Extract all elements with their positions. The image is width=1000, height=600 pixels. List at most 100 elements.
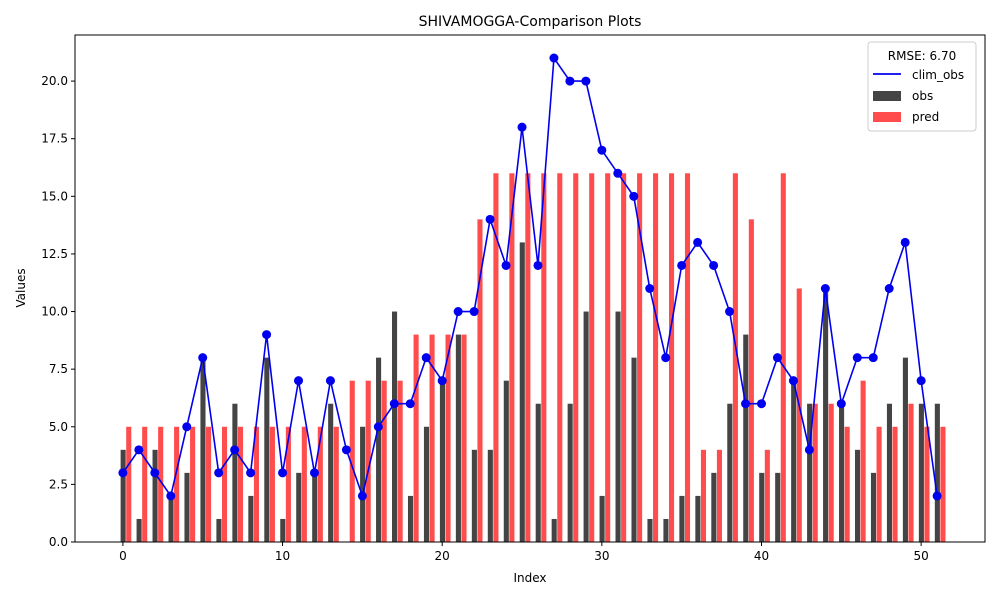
clim-obs-point-26 bbox=[533, 261, 542, 270]
obs-bar-9 bbox=[264, 358, 269, 542]
y-tick-label-3: 7.5 bbox=[49, 362, 68, 376]
pred-bar-30 bbox=[605, 173, 610, 542]
clim-obs-point-44 bbox=[821, 284, 830, 293]
x-tick-label-20: 20 bbox=[435, 549, 450, 563]
obs-bar-7 bbox=[232, 404, 237, 542]
clim-obs-point-32 bbox=[629, 192, 638, 201]
obs-bar-32 bbox=[631, 358, 636, 542]
obs-bar-6 bbox=[216, 519, 221, 542]
obs-bar-12 bbox=[312, 473, 317, 542]
pred-bar-47 bbox=[877, 427, 882, 542]
pred-bar-16 bbox=[382, 381, 387, 542]
clim-obs-point-37 bbox=[709, 261, 718, 270]
obs-bar-40 bbox=[759, 473, 764, 542]
clim-obs-point-1 bbox=[134, 445, 143, 454]
obs-bar-26 bbox=[536, 404, 541, 542]
obs-bar-46 bbox=[855, 450, 860, 542]
pred-bar-0 bbox=[126, 427, 131, 542]
pred-bar-35 bbox=[685, 173, 690, 542]
obs-bar-5 bbox=[200, 358, 205, 542]
obs-bar-31 bbox=[616, 312, 621, 542]
clim-obs-point-41 bbox=[773, 353, 782, 362]
clim-obs-point-14 bbox=[342, 445, 351, 454]
obs-bar-39 bbox=[743, 335, 748, 542]
obs-bar-24 bbox=[504, 381, 509, 542]
clim-obs-point-36 bbox=[693, 238, 702, 247]
clim-obs-point-2 bbox=[150, 468, 159, 477]
pred-bar-51 bbox=[940, 427, 945, 542]
obs-bar-13 bbox=[328, 404, 333, 542]
pred-bar-46 bbox=[861, 381, 866, 542]
legend-label-pred: pred bbox=[912, 110, 939, 124]
pred-bar-5 bbox=[206, 427, 211, 542]
y-axis-label: Values bbox=[14, 268, 28, 307]
x-tick-label-30: 30 bbox=[594, 549, 609, 563]
pred-bar-26 bbox=[541, 173, 546, 542]
legend-pred-swatch bbox=[873, 112, 901, 122]
clim-obs-point-12 bbox=[310, 468, 319, 477]
pred-bar-33 bbox=[653, 173, 658, 542]
legend-title: RMSE: 6.70 bbox=[888, 49, 956, 63]
pred-bar-45 bbox=[845, 427, 850, 542]
clim-obs-point-34 bbox=[661, 353, 670, 362]
clim-obs-point-24 bbox=[502, 261, 511, 270]
pred-bar-23 bbox=[493, 173, 498, 542]
obs-bar-18 bbox=[408, 496, 413, 542]
pred-bar-28 bbox=[573, 173, 578, 542]
pred-bar-4 bbox=[190, 427, 195, 542]
pred-bar-36 bbox=[701, 450, 706, 542]
y-tick-label-4: 10.0 bbox=[41, 305, 68, 319]
pred-bar-31 bbox=[621, 173, 626, 542]
legend-label-clim-obs: clim_obs bbox=[912, 68, 964, 82]
y-tick-label-2: 5.0 bbox=[49, 420, 68, 434]
clim-obs-point-22 bbox=[470, 307, 479, 316]
clim-obs-point-6 bbox=[214, 468, 223, 477]
x-tick-label-10: 10 bbox=[275, 549, 290, 563]
obs-bar-44 bbox=[823, 289, 828, 543]
obs-bar-34 bbox=[663, 519, 668, 542]
y-tick-label-1: 2.5 bbox=[49, 477, 68, 491]
obs-bar-17 bbox=[392, 312, 397, 542]
plot-area bbox=[75, 35, 985, 542]
pred-bar-39 bbox=[749, 219, 754, 542]
obs-bar-10 bbox=[280, 519, 285, 542]
pred-bar-48 bbox=[893, 427, 898, 542]
clim-obs-point-25 bbox=[518, 123, 527, 132]
legend-obs-swatch bbox=[873, 91, 901, 101]
clim-obs-point-33 bbox=[645, 284, 654, 293]
clim-obs-point-42 bbox=[789, 376, 798, 385]
pred-bar-3 bbox=[174, 427, 179, 542]
clim-obs-point-4 bbox=[182, 422, 191, 431]
pred-bar-37 bbox=[717, 450, 722, 542]
obs-bar-33 bbox=[647, 519, 652, 542]
pred-bar-1 bbox=[142, 427, 147, 542]
clim-obs-point-45 bbox=[837, 399, 846, 408]
clim-obs-point-20 bbox=[438, 376, 447, 385]
clim-obs-point-28 bbox=[565, 77, 574, 86]
obs-bar-22 bbox=[472, 450, 477, 542]
pred-bar-13 bbox=[334, 427, 339, 542]
chart-title: SHIVAMOGGA-Comparison Plots bbox=[419, 14, 642, 30]
clim-obs-point-0 bbox=[118, 468, 127, 477]
clim-obs-point-40 bbox=[757, 399, 766, 408]
y-tick-label-6: 15.0 bbox=[41, 189, 68, 203]
clim-obs-point-38 bbox=[725, 307, 734, 316]
clim-obs-point-43 bbox=[805, 445, 814, 454]
y-tick-label-5: 12.5 bbox=[41, 247, 68, 261]
clim-obs-point-8 bbox=[246, 468, 255, 477]
obs-bar-51 bbox=[935, 404, 940, 542]
x-tick-label-50: 50 bbox=[913, 549, 928, 563]
obs-bar-4 bbox=[184, 473, 189, 542]
pred-bar-12 bbox=[318, 427, 323, 542]
clim-obs-point-9 bbox=[262, 330, 271, 339]
clim-obs-point-27 bbox=[549, 54, 558, 63]
obs-bar-8 bbox=[248, 496, 253, 542]
x-tick-label-0: 0 bbox=[119, 549, 127, 563]
clim-obs-point-5 bbox=[198, 353, 207, 362]
obs-bar-27 bbox=[552, 519, 557, 542]
clim-obs-point-3 bbox=[166, 491, 175, 500]
obs-bar-49 bbox=[903, 358, 908, 542]
obs-bar-45 bbox=[839, 404, 844, 542]
clim-obs-point-23 bbox=[486, 215, 495, 224]
